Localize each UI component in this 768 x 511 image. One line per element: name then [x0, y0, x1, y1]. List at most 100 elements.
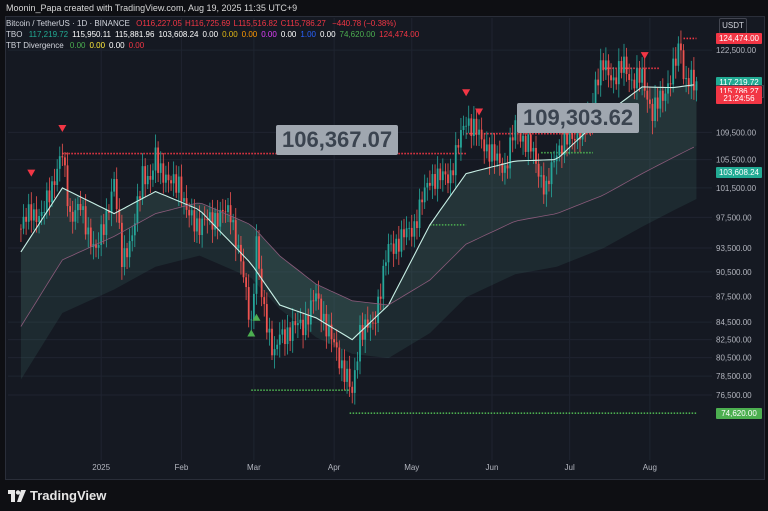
- candle-body: [488, 144, 491, 162]
- candle-body: [599, 60, 602, 86]
- candle-body: [146, 175, 149, 185]
- candle-body: [95, 243, 97, 248]
- candle-body: [162, 163, 165, 183]
- candle-body: [522, 135, 524, 142]
- candle-body: [690, 69, 693, 87]
- candle-body: [260, 268, 263, 298]
- candle-body: [685, 78, 688, 80]
- candle-body: [573, 138, 576, 141]
- candle-body: [20, 228, 22, 230]
- candle-body: [423, 187, 426, 203]
- candle-body: [118, 209, 121, 223]
- candle-body: [630, 79, 633, 81]
- candle-body: [265, 304, 268, 333]
- candle-body: [687, 78, 690, 87]
- candle-body: [498, 153, 501, 163]
- candle-body: [224, 211, 227, 213]
- candle-body: [25, 216, 28, 222]
- candle-body: [152, 170, 154, 180]
- candle-body: [664, 93, 667, 101]
- candle-body: [126, 248, 128, 258]
- candle-body: [576, 130, 579, 141]
- candle-body: [604, 60, 607, 71]
- candle-body: [232, 220, 235, 223]
- candle-body: [695, 81, 698, 91]
- candle-body: [128, 241, 131, 258]
- candle-body: [452, 170, 455, 176]
- candle-body: [472, 118, 475, 137]
- symbol-title: Bitcoin / TetherUS · 1D · BINANCE: [6, 19, 130, 28]
- candle-body: [196, 218, 198, 232]
- candle-body: [607, 60, 610, 76]
- candle-body: [328, 324, 330, 337]
- candle-body: [382, 265, 385, 299]
- candle-body: [48, 190, 51, 203]
- candle-body: [351, 386, 354, 393]
- candle-body: [38, 216, 40, 222]
- candle-body: [597, 79, 600, 86]
- ohlc-change: −440.78 (−0.38%): [332, 19, 397, 28]
- candle-body: [436, 168, 439, 189]
- candle-body: [141, 166, 144, 199]
- candle-body: [511, 137, 514, 141]
- candle-body: [61, 156, 64, 158]
- tradingview-logo[interactable]: TradingView: [8, 488, 106, 503]
- candle-body: [211, 212, 214, 230]
- candle-body: [340, 360, 343, 369]
- candle-body: [628, 74, 631, 80]
- candle-body: [172, 174, 175, 184]
- candle-body: [227, 205, 229, 213]
- candle-body: [568, 130, 571, 145]
- candle-body: [157, 147, 160, 173]
- candle-body: [175, 174, 178, 193]
- y-tick-label: 97,500.00: [716, 213, 752, 222]
- candle-body: [623, 56, 625, 73]
- candle-body: [284, 329, 286, 345]
- slow-ma-line: [20, 146, 695, 327]
- candle-body: [312, 300, 315, 302]
- fast-ma-line: [20, 84, 694, 341]
- tbo-value: 124,474.00: [379, 30, 420, 39]
- price-scale-label: 21:24:56: [716, 92, 762, 104]
- candle-body: [149, 175, 152, 180]
- symbol-legend[interactable]: Bitcoin / TetherUS · 1D · BINANCE O116,2…: [6, 19, 400, 28]
- candle-body: [483, 139, 486, 152]
- candle-body: [379, 296, 382, 299]
- x-tick-label: Apr: [328, 463, 341, 472]
- currency-selector[interactable]: USDT: [719, 18, 747, 34]
- x-tick-label: May: [404, 463, 419, 472]
- chart-canvas[interactable]: 122,500.00 109,500.00 105,500.00 101,500.00…: [0, 0, 768, 480]
- candle-body: [384, 262, 387, 266]
- candle-body: [84, 206, 87, 235]
- x-tick-label: Mar: [247, 463, 261, 472]
- tbo-legend[interactable]: TBO 117,219.72 115,950.11 115,881.96 103,60…: [6, 30, 423, 39]
- candle-body: [281, 329, 284, 335]
- candle-body: [641, 68, 644, 83]
- candle-body: [558, 145, 561, 156]
- candle-body: [133, 223, 136, 236]
- candle-body: [359, 325, 361, 362]
- candle-body: [537, 163, 540, 177]
- tbo-value: 0.00: [202, 30, 219, 39]
- price-scale-label: 74,620.00: [716, 407, 762, 419]
- candle-body: [369, 322, 372, 328]
- candle-body: [206, 219, 209, 221]
- candle-body: [198, 218, 201, 236]
- sell-signal-marker: [475, 108, 484, 116]
- candle-body: [123, 248, 126, 268]
- divergence-legend[interactable]: TBT Divergence 0.00 0.00 0.00 0.00: [6, 41, 148, 50]
- candle-body: [560, 145, 563, 156]
- y-tick-label: 101,500.00: [716, 184, 757, 193]
- candle-body: [441, 171, 444, 181]
- candle-body: [656, 97, 659, 109]
- candle-body: [674, 58, 677, 66]
- candle-body: [309, 300, 312, 325]
- candle-body: [667, 83, 669, 94]
- candle-body: [643, 68, 646, 91]
- candle-body: [167, 174, 170, 181]
- candle-body: [447, 174, 449, 184]
- candle-body: [651, 103, 654, 121]
- candle-body: [397, 238, 400, 252]
- candle-body: [366, 319, 369, 328]
- price-callout-2: 109,303.62: [517, 103, 640, 133]
